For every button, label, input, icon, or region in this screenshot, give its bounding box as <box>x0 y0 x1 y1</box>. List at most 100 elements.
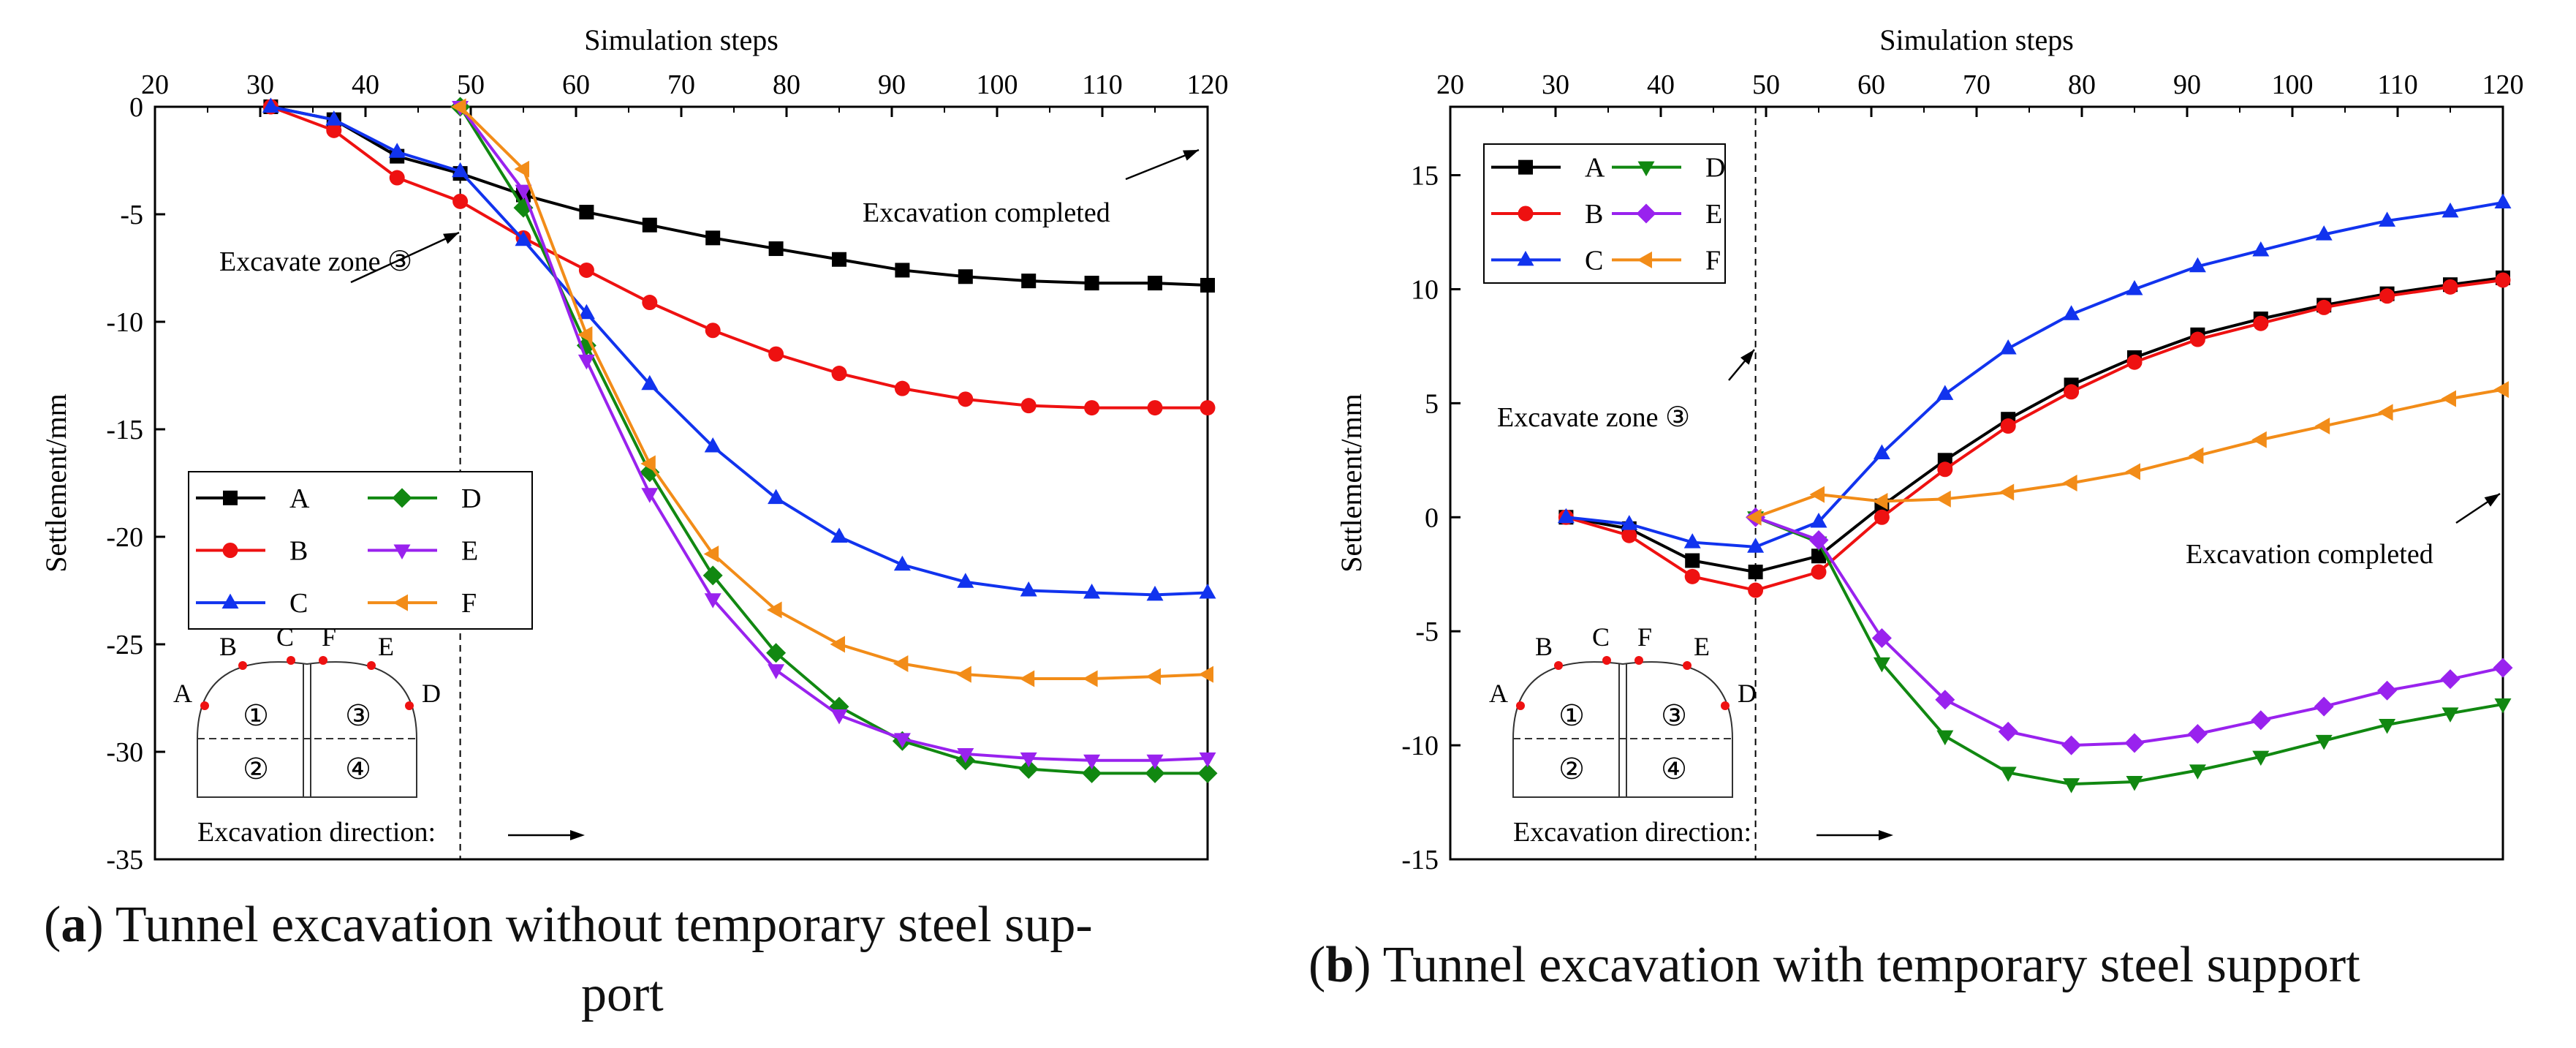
data-point-D <box>1197 763 1218 783</box>
data-point-E <box>2124 733 2145 753</box>
data-point-C <box>2379 211 2396 227</box>
annotation-text: Excavation completed <box>863 197 1110 228</box>
data-point-E <box>1199 752 1216 768</box>
legend-marker-B <box>1518 206 1534 222</box>
data-point-C <box>893 555 911 571</box>
data-point-A <box>1021 274 1037 289</box>
annotation-arrowhead <box>1183 150 1199 161</box>
data-point-B <box>326 122 342 138</box>
legend-marker-E <box>1636 203 1656 224</box>
legend: ABC DEF <box>1483 143 1726 284</box>
x-tick-label: 40 <box>1647 69 1675 100</box>
data-point-B <box>2316 299 2332 315</box>
monitor-point-dot <box>1683 661 1692 670</box>
data-point-E <box>2314 696 2334 717</box>
data-point-C <box>1083 583 1101 599</box>
x-tick-label: 30 <box>246 69 274 100</box>
data-point-F <box>830 636 845 653</box>
data-point-C <box>768 489 785 505</box>
x-tick-label: 60 <box>562 69 590 100</box>
monitor-point-label: D <box>1738 679 1757 708</box>
zone-label: ② <box>1558 753 1585 785</box>
y-axis-label: Settlement/mm <box>39 393 72 572</box>
data-point-E <box>2187 724 2208 744</box>
y-tick-label: -15 <box>1401 845 1439 875</box>
tunnel-outline <box>197 661 417 798</box>
y-tick-label: 5 <box>1425 388 1439 419</box>
data-point-D <box>1082 763 1102 783</box>
data-point-A <box>832 252 846 267</box>
x-tick-label: 90 <box>2173 69 2201 100</box>
data-point-C <box>2494 193 2512 208</box>
data-point-B <box>452 193 469 209</box>
data-point-A <box>705 230 721 246</box>
data-point-B <box>1874 509 1890 525</box>
data-point-B <box>2189 331 2205 347</box>
legend-marker-D <box>392 488 412 508</box>
monitor-point-label: E <box>1694 632 1710 661</box>
series-D <box>450 97 1218 783</box>
data-point-D <box>2126 775 2143 791</box>
data-point-C <box>262 97 279 113</box>
data-point-E <box>768 664 785 679</box>
zone-label: ③ <box>345 699 371 732</box>
data-point-E <box>2377 680 2398 701</box>
data-point-B <box>2126 354 2143 370</box>
data-point-C <box>1199 583 1216 599</box>
caption-a-line2: port <box>581 966 664 1022</box>
data-point-E <box>2440 669 2461 690</box>
data-point-D <box>2494 698 2512 714</box>
data-point-F <box>2314 418 2330 435</box>
excavation-direction-label: Excavation direction: <box>197 817 436 848</box>
y-tick-label: -10 <box>106 307 143 338</box>
monitor-point-dot <box>1554 661 1563 670</box>
data-point-C <box>1020 581 1037 597</box>
annotation-arrowhead <box>443 233 459 244</box>
y-axis-label: Settlement/mm <box>1335 393 1368 572</box>
x-axis-label: Simulation steps <box>584 23 779 56</box>
data-point-C <box>1146 585 1164 601</box>
legend-marker-F <box>1637 251 1652 268</box>
legend-label-F: F <box>1705 245 1721 276</box>
zone-label: ① <box>1558 699 1585 732</box>
data-point-A <box>1200 278 1215 293</box>
data-point-D <box>2063 778 2080 793</box>
data-point-E <box>1146 754 1164 770</box>
data-point-F <box>956 666 971 683</box>
data-point-D <box>1145 763 1165 783</box>
legend-label-E: E <box>461 536 478 567</box>
data-point-A <box>768 241 784 257</box>
excavation-direction-label: Excavation direction: <box>1513 817 1751 848</box>
data-point-F <box>1872 492 1888 510</box>
data-point-B <box>1684 568 1700 584</box>
legend-marker-C <box>1517 250 1534 266</box>
data-point-D <box>2379 719 2396 734</box>
data-point-B <box>894 380 910 396</box>
legend-marker-D <box>1637 161 1655 177</box>
data-point-C <box>388 143 406 158</box>
data-point-C <box>2315 225 2333 241</box>
x-tick-label: 80 <box>2068 69 2096 100</box>
data-point-B <box>705 323 721 339</box>
data-point-A <box>1084 276 1099 291</box>
data-point-D <box>1999 766 2017 783</box>
data-point-A <box>1685 553 1700 568</box>
legend-marker-F <box>393 594 408 611</box>
data-point-F <box>2125 463 2140 480</box>
data-point-A <box>642 217 657 233</box>
data-point-B <box>2442 279 2458 295</box>
x-tick-label: 80 <box>773 69 800 100</box>
annotation-arrowhead <box>1740 350 1754 365</box>
annotation-text: Excavate zone ③ <box>219 246 412 277</box>
monitor-point-label: C <box>276 622 294 652</box>
data-point-E <box>1808 529 1829 550</box>
x-tick-label: 50 <box>457 69 485 100</box>
x-tick-label: 20 <box>1436 69 1464 100</box>
data-point-F <box>451 98 466 116</box>
data-point-C <box>1936 385 1954 400</box>
data-point-E <box>1935 690 1955 710</box>
monitor-point-label: F <box>322 622 336 652</box>
data-point-C <box>1810 513 1827 528</box>
data-point-A <box>958 269 973 284</box>
